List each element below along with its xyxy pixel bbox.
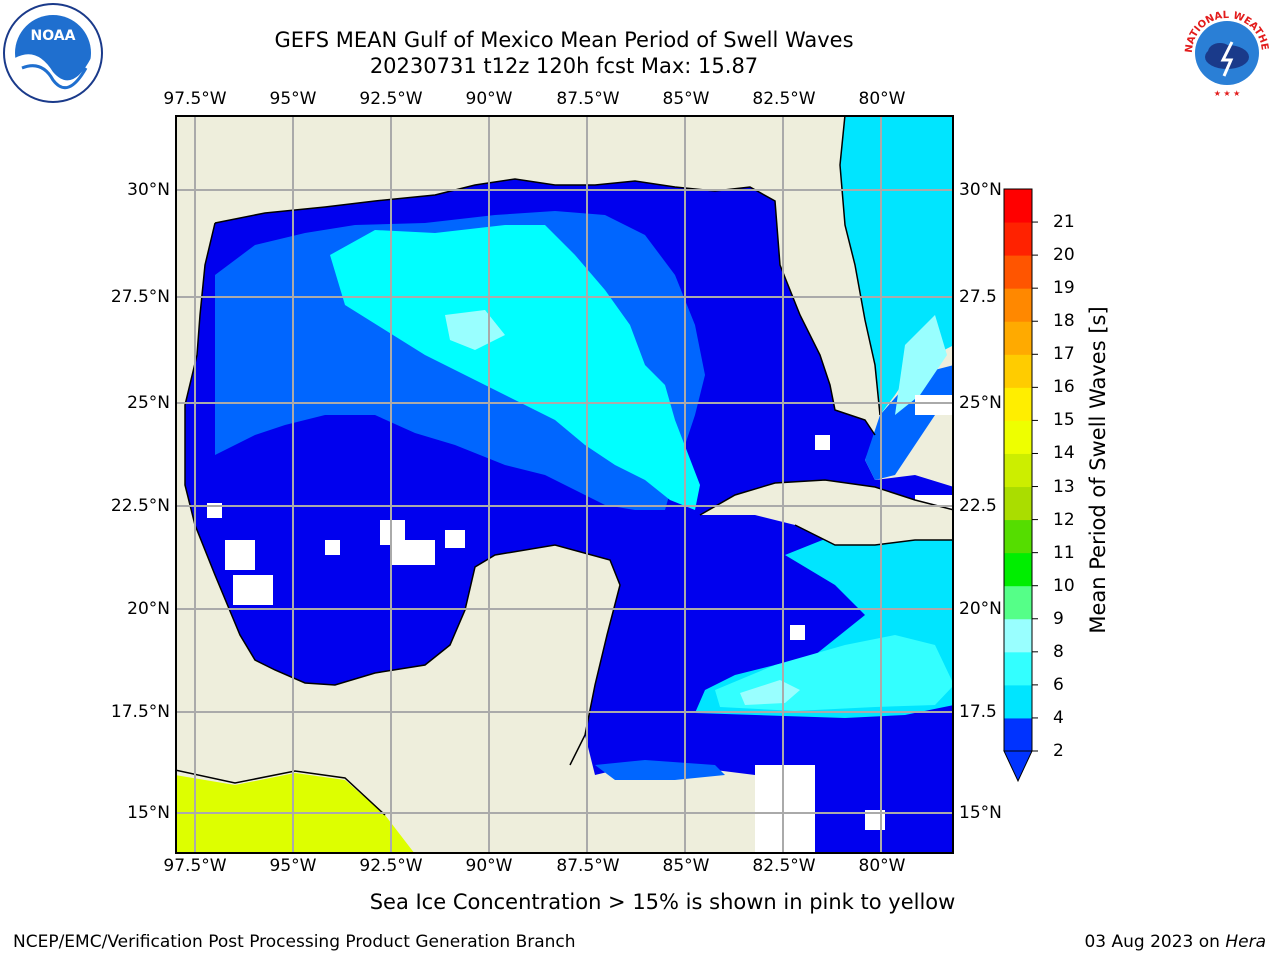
colorbar-segment <box>1004 684 1032 719</box>
colorbar-segment <box>1004 288 1032 322</box>
colorbar-tick-label: 4 <box>1053 707 1064 728</box>
footer-date: 03 Aug 2023 on Hera <box>1084 932 1266 952</box>
lon-label-bottom: 87.5°W <box>556 856 620 876</box>
colorbar-segment <box>1004 519 1032 554</box>
colorbar-tick-label: 21 <box>1053 212 1075 233</box>
colorbar-segment <box>1004 387 1032 421</box>
svg-text:★ ★ ★: ★ ★ ★ <box>1214 89 1241 98</box>
colorbar-tick-label: 6 <box>1053 674 1064 695</box>
lat-label-left: 30°N <box>127 180 170 200</box>
lat-label-left: 25°N <box>127 393 170 413</box>
lat-label-right: 22.5 <box>959 496 997 516</box>
svg-text:NOAA: NOAA <box>31 28 76 44</box>
map-title-line1: GEFS MEAN Gulf of Mexico Mean Period of … <box>274 28 854 52</box>
lon-label-bottom: 82.5°W <box>752 856 816 876</box>
colorbar-segment <box>1004 651 1032 686</box>
footer-date-text: 03 Aug 2023 on <box>1084 932 1226 952</box>
colorbar-tick-label: 13 <box>1053 476 1075 497</box>
lon-label-top: 97.5°W <box>163 89 227 109</box>
colorbar-extend-arrow <box>1003 750 1033 783</box>
colorbar <box>1003 188 1038 783</box>
lat-label-left: 15°N <box>127 803 170 823</box>
colorbar-segment <box>1004 453 1032 488</box>
colorbar-tick-label: 14 <box>1053 443 1075 464</box>
footer-host: Hera <box>1225 932 1266 952</box>
lon-label-bottom: 80°W <box>858 856 906 876</box>
lon-label-top: 82.5°W <box>752 89 816 109</box>
colorbar-segment <box>1004 717 1032 752</box>
lon-label-bottom: 85°W <box>662 856 710 876</box>
lat-label-left: 22.5°N <box>110 496 170 516</box>
lon-label-bottom: 97.5°W <box>163 856 227 876</box>
colorbar-segment <box>1004 255 1032 289</box>
yucatan <box>450 545 620 775</box>
lat-label-right: 20°N <box>959 599 1002 619</box>
sea-ice-note: Sea Ice Concentration > 15% is shown in … <box>369 890 956 914</box>
colorbar-segment <box>1004 189 1032 223</box>
colorbar-tick-label: 11 <box>1053 542 1075 563</box>
lat-label-left: 20°N <box>127 599 170 619</box>
colorbar-tick-label: 16 <box>1053 377 1075 398</box>
lon-label-bottom: 95°W <box>269 856 317 876</box>
lon-label-top: 95°W <box>269 89 317 109</box>
lon-label-bottom: 92.5°W <box>359 856 423 876</box>
colorbar-segment <box>1004 420 1032 454</box>
lon-label-top: 87.5°W <box>556 89 620 109</box>
lon-label-top: 85°W <box>662 89 710 109</box>
colorbar-tick-label: 20 <box>1053 245 1075 266</box>
colorbar-tick-label: 9 <box>1053 608 1064 629</box>
lon-label-top: 90°W <box>465 89 513 109</box>
noaa-logo: NOAA <box>3 3 103 103</box>
nws-logo: NATIONAL WEATHER SERVICE ★ ★ ★ <box>1176 2 1275 101</box>
footer-credit: NCEP/EMC/Verification Post Processing Pr… <box>13 932 576 952</box>
map-title-line2: 20230731 t12z 120h fcst Max: 15.87 <box>369 54 759 78</box>
lat-label-right: 30°N <box>959 180 1002 200</box>
colorbar-segment <box>1004 552 1032 587</box>
lat-label-right: 17.5 <box>959 702 997 722</box>
gulf-map <box>175 115 954 854</box>
colorbar-tick-label: 19 <box>1053 278 1075 299</box>
colorbar-segment <box>1004 321 1032 355</box>
colorbar-segment <box>1004 354 1032 388</box>
colorbar-tick-label: 2 <box>1053 741 1064 761</box>
colorbar-tick-label: 15 <box>1053 410 1075 431</box>
colorbar-segment <box>1004 222 1032 256</box>
colorbar-tick-label: 10 <box>1053 575 1075 596</box>
colorbar-segment <box>1004 585 1032 620</box>
lat-label-left: 27.5°N <box>110 287 170 307</box>
lat-label-right: 27.5 <box>959 287 997 307</box>
lon-label-top: 80°W <box>858 89 906 109</box>
colorbar-tick-label: 17 <box>1053 344 1075 365</box>
lon-label-top: 92.5°W <box>359 89 423 109</box>
lat-label-left: 17.5°N <box>110 702 170 722</box>
colorbar-tick-label: 18 <box>1053 311 1075 332</box>
colorbar-segment <box>1004 618 1032 653</box>
colorbar-segment <box>1004 486 1032 521</box>
colorbar-tick-label: 8 <box>1053 641 1064 662</box>
colorbar-title: Mean Period of Swell Waves [s] <box>1086 306 1110 634</box>
lat-label-right: 25°N <box>959 393 1002 413</box>
cuba <box>700 480 954 545</box>
lon-label-bottom: 90°W <box>465 856 513 876</box>
lat-label-right: 15°N <box>959 803 1002 823</box>
colorbar-tick-label: 12 <box>1053 509 1075 530</box>
